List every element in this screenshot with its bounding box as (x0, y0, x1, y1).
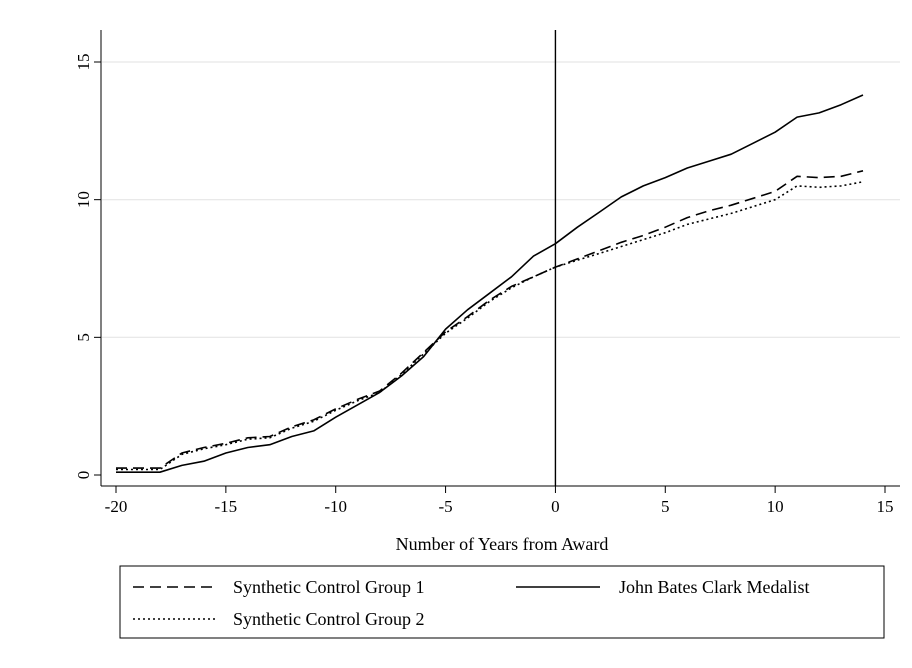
x-tick-label--15: -15 (215, 497, 238, 516)
legend-label-synthetic-2: Synthetic Control Group 2 (233, 609, 425, 629)
series-lines (116, 94, 864, 474)
y-tick-label-5: 5 (74, 333, 93, 342)
x-tick-label--10: -10 (324, 497, 347, 516)
y-tick-label-0: 0 (74, 471, 93, 480)
x-tick-label--5: -5 (438, 497, 452, 516)
y-tick-label-15: 15 (74, 54, 93, 71)
y-ticks: 0 5 10 15 (74, 54, 101, 480)
x-axis-label: Number of Years from Award (396, 534, 609, 554)
x-tick-label-15: 15 (877, 497, 894, 516)
x-tick-label-0: 0 (551, 497, 560, 516)
x-ticks: -20 -15 -10 -5 0 5 10 15 (105, 486, 894, 516)
series-line-john-bates-clark-medalist (116, 94, 864, 474)
legend-box (119, 565, 885, 639)
series-line-synthetic-control-group-2 (116, 181, 864, 471)
legend-label-synthetic-1: Synthetic Control Group 1 (233, 577, 425, 597)
legend-label-medalist: John Bates Clark Medalist (619, 577, 809, 597)
y-tick-label-10: 10 (74, 191, 93, 208)
grid-lines (102, 61, 900, 338)
x-tick-label-5: 5 (661, 497, 670, 516)
x-tick-label--20: -20 (105, 497, 128, 516)
legend: Synthetic Control Group 1 John Bates Cla… (119, 565, 885, 639)
x-tick-label-10: 10 (767, 497, 784, 516)
series-line-synthetic-control-group-1 (116, 170, 864, 469)
